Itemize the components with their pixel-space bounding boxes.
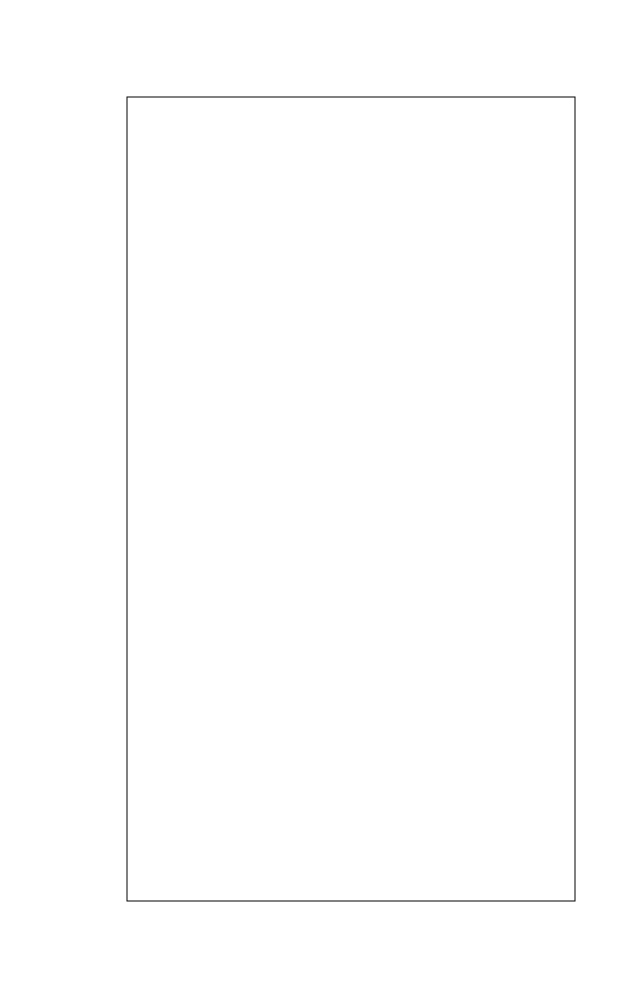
plot-frame <box>126 96 576 902</box>
